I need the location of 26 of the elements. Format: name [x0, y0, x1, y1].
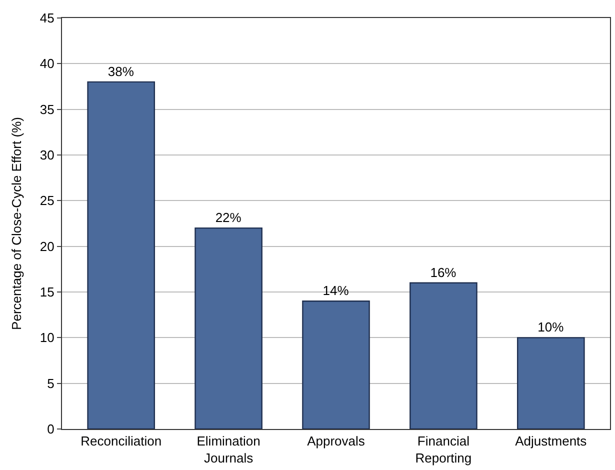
bar: [87, 81, 156, 429]
data-label: 10%: [538, 320, 564, 335]
x-tick-label: Approvals: [307, 434, 366, 449]
y-tick-label: 0: [47, 422, 54, 437]
x-tick-label: Elimination Journals: [196, 434, 260, 466]
x-tick-label: Reconciliation: [80, 434, 162, 449]
y-tick-label: 15: [40, 284, 54, 300]
y-axis-title: Percentage of Close-Cycle Effort (%): [8, 117, 24, 330]
data-label: 14%: [322, 283, 350, 298]
y-tick-label: 10: [40, 330, 54, 346]
y-tick-label: 5: [47, 376, 54, 391]
y-tick-label: 45: [40, 10, 54, 26]
data-label: 22%: [215, 210, 242, 226]
x-tick-label: Adjustments: [515, 434, 588, 449]
y-tick-label: 35: [40, 102, 54, 117]
bar: [516, 337, 585, 429]
data-label: 16%: [430, 264, 457, 280]
y-tick-label: 25: [40, 193, 54, 208]
bar: [410, 282, 478, 429]
y-tick-label: 20: [40, 238, 54, 254]
bar: [302, 300, 370, 429]
data-label: 38%: [108, 64, 134, 79]
y-tick-label: 30: [40, 148, 54, 163]
bar: [194, 227, 262, 429]
x-tick-label: Financial Reporting: [415, 434, 472, 466]
y-tick-label: 40: [40, 56, 54, 72]
